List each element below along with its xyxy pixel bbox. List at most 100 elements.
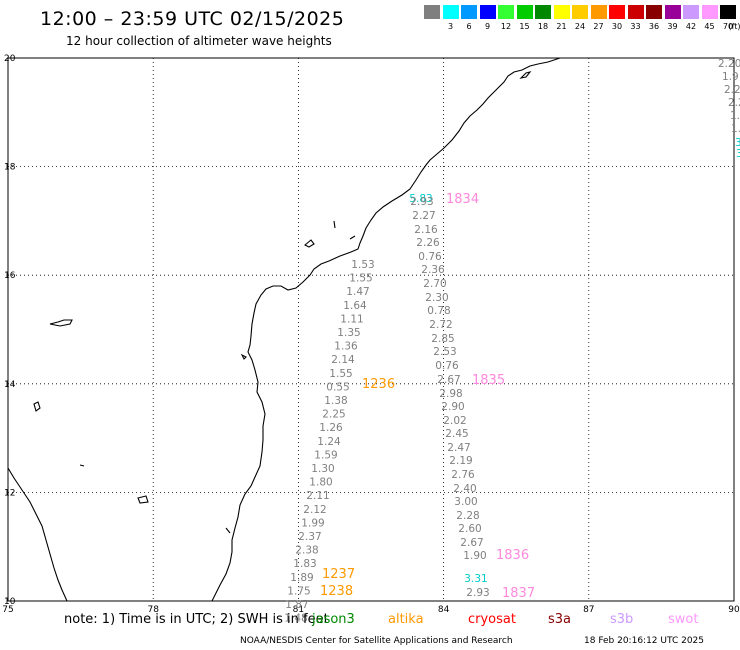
legend-swatch [609,5,625,19]
mission-label-altika: altika [388,612,424,627]
wave-height-value: 3.31 [464,573,487,585]
wave-height-value: 5.83 [409,193,432,205]
latitude-tick-label: 10 [4,597,16,607]
island-swan [333,220,336,229]
wave-height-value: 1. [730,110,740,122]
yucatan-detail [519,71,532,79]
wave-height-value: 1.55 [329,368,352,380]
legend-label: 30 [611,22,623,31]
legend-swatch [461,5,477,19]
wave-height-value: 2.36 [421,264,445,276]
legend-swatch [479,5,496,19]
legend-label: 45 [704,22,715,31]
wave-height-value: 0.76 [435,360,459,372]
mission-label-s3a: s3a [548,612,572,627]
generated-timestamp: 18 Feb 20:16:12 UTC 2025 [584,636,704,646]
coastline [7,57,561,602]
legend-label: 39 [667,22,678,31]
coastline-south-america [7,467,68,602]
wave-height-value: 1.24 [317,436,341,448]
wave-height-value: 3.00 [454,496,477,508]
island-small-a [79,464,85,467]
wave-height-value: 2.53 [433,346,456,358]
legend-label: 24 [574,22,586,31]
wave-height-value: 1.30 [311,463,334,475]
legend-swatch [646,5,662,19]
wave-height-value: 1.89 [290,572,313,584]
pass-time-label: 1237 [322,567,355,582]
pass-time-label: 1236 [362,377,395,392]
wave-height-value: 2.45 [445,428,468,440]
wave-height-value: 2.70 [423,278,446,290]
island-roatan [304,239,315,248]
legend-label: 6 [466,22,472,31]
pass-time-label: 1836 [496,548,529,563]
pass-time-label: 1835 [472,373,505,388]
wave-height-value: 1.9 [722,71,739,83]
longitude-tick-label: 78 [147,605,159,615]
map-frame [7,57,735,602]
wave-height-value: 1.87 [285,599,308,611]
wave-height-value: 1.55 [349,273,372,285]
wave-height-value: 2.28 [456,510,479,522]
map-subtitle: 12 hour collection of altimeter wave hei… [66,34,332,48]
wave-height-value: 1.36 [334,341,358,353]
wave-height-value: 2.85 [431,333,454,345]
mission-label-s3b: s3b [610,612,634,627]
legend-swatch [683,5,699,19]
legend-label: 27 [593,22,604,31]
legend-label: 36 [648,22,660,31]
wave-height-value: 2.90 [441,401,464,413]
wave-height-value: 3 [735,137,740,149]
wave-height-value: 2.67 [460,537,483,549]
wave-height-value: 1.83 [293,558,316,570]
wave-height-value: 2.38 [295,545,318,557]
island-small-c [225,527,231,534]
wave-height-value: 1.59 [314,449,337,461]
legend-swatch [498,5,514,19]
mission-label-cryosat: cryosat [468,612,516,627]
wave-height-value: 2.19 [449,455,472,467]
legend-label: 18 [537,22,549,31]
wave-height-value: 1.53 [351,259,374,271]
wave-height-value: 1.80 [309,477,332,489]
island-san-andres [33,401,41,412]
legend-label: 15 [519,22,530,31]
units-note: note: 1) Time is in UTC; 2) SWH is in fe… [64,612,329,627]
legend-swatch [572,5,588,19]
wave-height-value: 2.76 [451,469,475,481]
longitude-tick-label: 87 [583,605,594,615]
wave-height-value: 2.27 [412,210,435,222]
wave-height-value: 2.2 [728,97,740,109]
map-gridlines [8,58,734,601]
wave-height-value: 2.20 [718,58,740,70]
wave-height-value: 1.48 [284,613,307,625]
wave-height-value: 3 [736,148,740,160]
wave-height-value: 0.55 [326,381,349,393]
axis-tick-labels: 75 78 81 84 87 90 20 18 16 14 12 10 [2,54,740,615]
island-corn [240,353,247,360]
longitude-tick-label: 84 [438,605,450,615]
wave-height-value: 2.98 [439,388,462,400]
wave-height-value: 2.93 [410,196,433,208]
pass-time-label: 1238 [320,584,353,599]
coastline-central-america [211,57,561,602]
island-providencia [49,319,73,327]
longitude-tick-label: 75 [2,605,13,615]
wave-observations: 1.531.551.471.641.111.351.362.141.550.55… [284,58,740,625]
pass-time-label: 1834 [446,192,479,207]
wave-height-value: 2.2 [724,84,740,96]
latitude-tick-label: 20 [4,54,16,64]
wave-height-value: 2.26 [416,237,440,249]
wave-height-value: 2.02 [443,415,466,427]
legend-label: 33 [630,22,641,31]
island-utila [349,235,356,240]
wave-height-value: 2.60 [458,523,481,535]
wave-height-value: 2.47 [447,442,470,454]
pass-time-label: 1837 [502,586,535,601]
wave-height-value: 2.12 [303,504,326,516]
wave-height-value: 1.47 [346,286,369,298]
wave-height-value: 1.99 [301,517,324,529]
legend-unit: (ft) [728,22,740,31]
